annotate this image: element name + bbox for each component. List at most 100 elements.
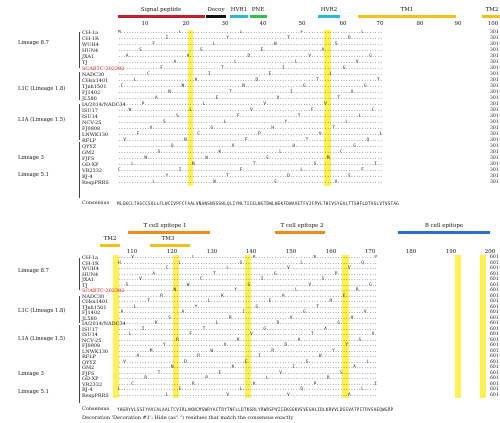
tick-label: 140 (245, 249, 257, 255)
alignment-residues: M......................C................… (118, 30, 383, 185)
strain-name: RFLP (82, 354, 96, 360)
tick-label: 100 (487, 21, 499, 27)
row-end-position: 301 (490, 168, 499, 173)
row-end-position: 601 (490, 304, 499, 310)
strain-name: QYYZ (82, 144, 97, 150)
row-end-position: 301 (490, 162, 499, 167)
tick-label: 120 (166, 249, 178, 255)
strain-name: GM2 (82, 365, 95, 371)
row-end-position: 601 (490, 271, 499, 277)
strain-name: RespPRRS (82, 180, 109, 186)
row-end-position: 601 (490, 326, 499, 332)
row-end-position: 601 (490, 392, 499, 398)
lineage-label: Lineage 5.1 (18, 389, 49, 395)
tick-label: 110 (126, 249, 138, 255)
strain-name: NCV-25 (82, 120, 102, 126)
region-label: TM2 (103, 236, 117, 242)
tick-label: 40 (259, 21, 267, 27)
region-bar (482, 15, 500, 18)
strain-name: JL580 (82, 315, 97, 322)
region-label: HVR1 (230, 7, 248, 13)
row-end-position: 601 (490, 315, 499, 321)
strain-name: SCABTC-202302 (82, 66, 125, 72)
region-bar (128, 231, 210, 234)
strain-name: WUH4 (82, 42, 99, 48)
strain-name: ISU14 (82, 332, 98, 338)
lineage-bracket (79, 32, 80, 68)
decoration-footnote: Decoration 'Decoration #1': Hide (as".")… (82, 415, 294, 421)
lineage-bracket (79, 142, 80, 164)
lineage-label: L1C (Lineage 1.8) (18, 308, 66, 314)
highlight-column (480, 255, 486, 398)
row-end-position: 601 (490, 293, 499, 299)
tick-label: 60 (339, 21, 347, 27)
strain-name: JXA1 (82, 54, 95, 60)
strain-name: WUH4 (82, 266, 99, 272)
alignment-residues: .....V......................C...........… (118, 255, 378, 398)
row-end-position: 601 (490, 260, 499, 266)
row-end-position: 601 (490, 332, 499, 337)
row-end-position: 301 (490, 180, 499, 185)
tick-label: 180 (405, 249, 417, 255)
strain-name: NADC30 (82, 72, 105, 78)
row-end-position: 601 (490, 359, 499, 365)
highlight-column (188, 30, 193, 186)
lineage-bracket (79, 383, 80, 403)
strain-name: NCV-25 (82, 337, 102, 344)
row-end-position: 301 (490, 42, 499, 47)
strain-name: LNWK130 (82, 132, 109, 138)
tick-label: 30 (221, 21, 229, 27)
row-end-position: 301 (490, 72, 499, 77)
region-label: B cell epitope (424, 223, 464, 229)
region-bar (100, 244, 120, 247)
consensus-sequence: MLGKCLTAGCCSQLLFLWCIVPFCFAALVNANSNSSSHLQ… (117, 201, 400, 206)
row-end-position: 301 (490, 108, 499, 113)
row-end-position: 301 (490, 174, 499, 179)
strain-name: RespPRRS (82, 392, 109, 399)
region-bar (230, 15, 248, 18)
row-end-position: 301 (490, 126, 499, 131)
tick-label: 80 (416, 21, 424, 27)
row-end-position: 601 (490, 343, 499, 348)
row-end-position: 601 (490, 255, 499, 260)
strain-name: CH-1a (82, 255, 99, 261)
tick-label: 200 (484, 249, 496, 255)
row-end-position: 601 (490, 348, 499, 354)
strain-name: TJnh1501 (82, 304, 107, 311)
strain-name: FJ1402 (82, 310, 101, 316)
highlight-column (113, 255, 119, 398)
region-bar (250, 15, 267, 18)
strain-name: ISU17 (82, 326, 98, 333)
strain-name: CHsx1401 (82, 299, 109, 305)
tick-label: 50 (298, 21, 306, 27)
row-end-position: 601 (490, 370, 499, 376)
strain-name: CH-1a (82, 30, 99, 36)
tick-label: 130 (206, 249, 218, 255)
strain-name: NADC30 (82, 293, 105, 300)
row-end-position: 601 (490, 310, 499, 315)
strain-name: FJ0908 (82, 343, 101, 349)
lineage-label: Lineage 8.7 (18, 40, 49, 46)
region-bar (358, 15, 456, 18)
strain-name: IA/2014/NADC34 (82, 102, 126, 108)
row-end-position: 301 (490, 150, 499, 155)
lineage-bracket (79, 325, 80, 363)
strain-name: FJ0908 (82, 126, 101, 132)
highlight-column (324, 30, 331, 186)
row-end-position: 601 (490, 288, 499, 293)
row-end-position: 601 (490, 365, 499, 370)
highlight-column (455, 255, 461, 398)
strain-name: HUN4 (82, 48, 99, 54)
row-end-position: 301 (490, 114, 499, 119)
highlight-column (245, 255, 251, 398)
lineage-label: L1A (Lineage 1.5) (18, 336, 66, 342)
row-end-position: 301 (490, 78, 499, 83)
region-bar (318, 15, 340, 18)
strain-name: CH-1R (82, 260, 99, 267)
strain-name: IA/2014/NADC34 (82, 321, 126, 327)
consensus-sequence: YHGRYVLSSIYAVCALAALTCVIRLAKNCMSWRYACTRYT… (117, 407, 394, 412)
lineage-bracket (79, 363, 80, 383)
highlight-column (342, 255, 349, 398)
strain-name: ISU14 (82, 114, 98, 120)
lineage-label: Lineage 8.7 (18, 268, 49, 274)
